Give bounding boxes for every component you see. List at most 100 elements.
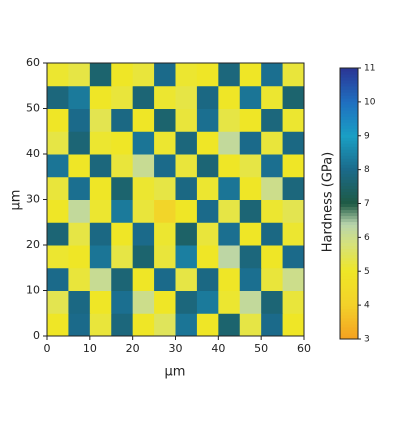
heat-cell: [239, 154, 262, 178]
heat-cell: [239, 245, 262, 269]
heat-cell: [111, 245, 134, 269]
colorbar-strip: [340, 290, 358, 295]
colorbar-strip: [340, 251, 358, 256]
x-tick-label: 0: [44, 342, 51, 355]
colorbar-strip: [340, 296, 358, 301]
colorbar-strip: [340, 158, 358, 162]
heat-cell: [111, 290, 134, 314]
colorbar-tick-label: 7: [364, 199, 370, 209]
heat-cell: [154, 267, 176, 291]
heat-cell: [261, 154, 284, 178]
heat-cell: [89, 154, 112, 178]
heat-cell: [68, 176, 91, 200]
heat-cell: [154, 199, 176, 223]
heat-cell: [218, 222, 241, 246]
colorbar-strip: [340, 245, 358, 250]
heat-cell: [239, 267, 262, 291]
heat-cell: [282, 267, 305, 291]
heat-cell: [196, 63, 219, 87]
heat-cell: [175, 85, 198, 109]
heat-cell: [89, 222, 112, 246]
colorbar-strip: [340, 275, 358, 280]
colorbar-strip: [340, 152, 358, 156]
x-tick-label: 40: [211, 342, 225, 355]
heat-cell: [47, 245, 69, 269]
heat-cell: [282, 63, 305, 87]
colorbar-strip: [340, 302, 358, 307]
colorbar-tick-label: 8: [364, 165, 370, 175]
colorbar-strip: [340, 209, 358, 214]
heat-cell: [261, 245, 284, 269]
heat-cell: [47, 290, 69, 314]
heat-cell: [68, 290, 91, 314]
heat-cell: [111, 176, 134, 200]
heat-cell: [111, 131, 134, 155]
colorbar-strip: [340, 119, 358, 123]
heat-cell: [154, 313, 176, 337]
heat-cell: [218, 85, 241, 109]
heat-cell: [261, 85, 284, 109]
heat-cell: [261, 63, 284, 87]
colorbar-strip: [340, 311, 358, 316]
heat-cell: [218, 154, 241, 178]
heat-cell: [154, 245, 176, 269]
heat-cell: [175, 267, 198, 291]
x-tick-label: 60: [297, 342, 311, 355]
colorbar-strip: [340, 101, 358, 105]
heat-cell: [154, 290, 176, 314]
heat-cell: [282, 199, 305, 223]
heat-cell: [132, 313, 155, 337]
heat-cell: [68, 313, 91, 337]
heat-cell: [132, 63, 155, 87]
heat-cell: [154, 63, 176, 87]
heat-cell: [261, 199, 284, 223]
heat-cell: [89, 290, 112, 314]
heat-cell: [132, 290, 155, 314]
heat-cell: [47, 313, 69, 337]
colorbar-strip: [340, 170, 358, 174]
heat-cell: [132, 154, 155, 178]
heat-cell: [196, 131, 219, 155]
heat-cell: [218, 63, 241, 87]
heat-cell: [89, 313, 112, 337]
heat-cell: [218, 313, 241, 337]
heat-cell: [218, 199, 241, 223]
heat-cell: [218, 108, 241, 132]
colorbar-strip: [340, 224, 358, 229]
heat-cell: [132, 199, 155, 223]
heat-cell: [282, 85, 305, 109]
colorbar-strip: [340, 332, 358, 337]
colorbar-strip: [340, 263, 358, 268]
heat-cell: [111, 108, 134, 132]
heat-cell: [132, 222, 155, 246]
colorbar-strip: [340, 323, 358, 328]
colorbar-tick-label: 9: [364, 131, 370, 141]
colorbar-strip: [340, 197, 358, 201]
heat-cell: [132, 85, 155, 109]
colorbar-strip: [340, 146, 358, 150]
colorbar-tick-label: 3: [364, 335, 370, 345]
colorbar-tick-label: 10: [364, 97, 376, 107]
heat-cell: [132, 267, 155, 291]
colorbar-strip: [340, 227, 358, 232]
colorbar-strip: [340, 104, 358, 108]
heat-cell: [89, 176, 112, 200]
colorbar-strip: [340, 164, 358, 168]
y-tick-label: 0: [33, 329, 40, 342]
heat-cell: [239, 108, 262, 132]
heat-cell: [175, 108, 198, 132]
colorbar-strip: [340, 248, 358, 253]
heat-cell: [218, 176, 241, 200]
colorbar-strip: [340, 77, 358, 81]
heat-cell: [282, 245, 305, 269]
heat-cell: [282, 108, 305, 132]
colorbar-strip: [340, 182, 358, 186]
heat-cell: [89, 85, 112, 109]
heat-cell: [282, 176, 305, 200]
colorbar-strip: [340, 71, 358, 75]
colorbar-strip: [340, 326, 358, 331]
colorbar-strip: [340, 212, 358, 217]
x-axis-label: μm: [165, 365, 186, 380]
heat-cell: [154, 131, 176, 155]
